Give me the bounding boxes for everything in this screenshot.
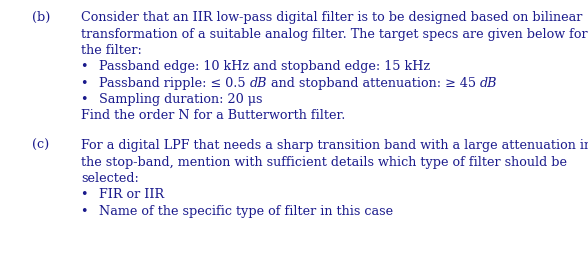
Text: For a digital LPF that needs a sharp transition band with a large attenuation in: For a digital LPF that needs a sharp tra… [81, 139, 588, 152]
Text: Passband ripple: ≤ 0.5: Passband ripple: ≤ 0.5 [99, 77, 249, 89]
Text: FIR or IIR: FIR or IIR [99, 188, 164, 201]
Text: and stopband attenuation: ≥ 45: and stopband attenuation: ≥ 45 [267, 77, 480, 89]
Text: the filter:: the filter: [81, 44, 142, 57]
Text: the stop-band, mention with sufficient details which type of filter should be: the stop-band, mention with sufficient d… [81, 156, 567, 169]
Text: (c): (c) [32, 139, 49, 152]
Text: Name of the specific type of filter in this case: Name of the specific type of filter in t… [99, 205, 393, 218]
Text: Passband edge: 10 kHz and stopband edge: 15 kHz: Passband edge: 10 kHz and stopband edge:… [99, 60, 430, 73]
Text: dB: dB [249, 77, 267, 89]
Text: dB: dB [480, 77, 497, 89]
Text: •: • [80, 77, 88, 89]
Text: transformation of a suitable analog filter. The target specs are given below for: transformation of a suitable analog filt… [81, 28, 588, 41]
Text: •: • [80, 60, 88, 73]
Text: (b): (b) [32, 11, 51, 24]
Text: Sampling duration: 20 μs: Sampling duration: 20 μs [99, 93, 262, 106]
Text: Find the order N for a Butterworth filter.: Find the order N for a Butterworth filte… [81, 109, 346, 122]
Text: selected:: selected: [81, 172, 139, 185]
Text: •: • [80, 93, 88, 106]
Text: •: • [80, 205, 88, 218]
Text: Consider that an IIR low-pass digital filter is to be designed based on bilinear: Consider that an IIR low-pass digital fi… [81, 11, 583, 24]
Text: •: • [80, 188, 88, 201]
